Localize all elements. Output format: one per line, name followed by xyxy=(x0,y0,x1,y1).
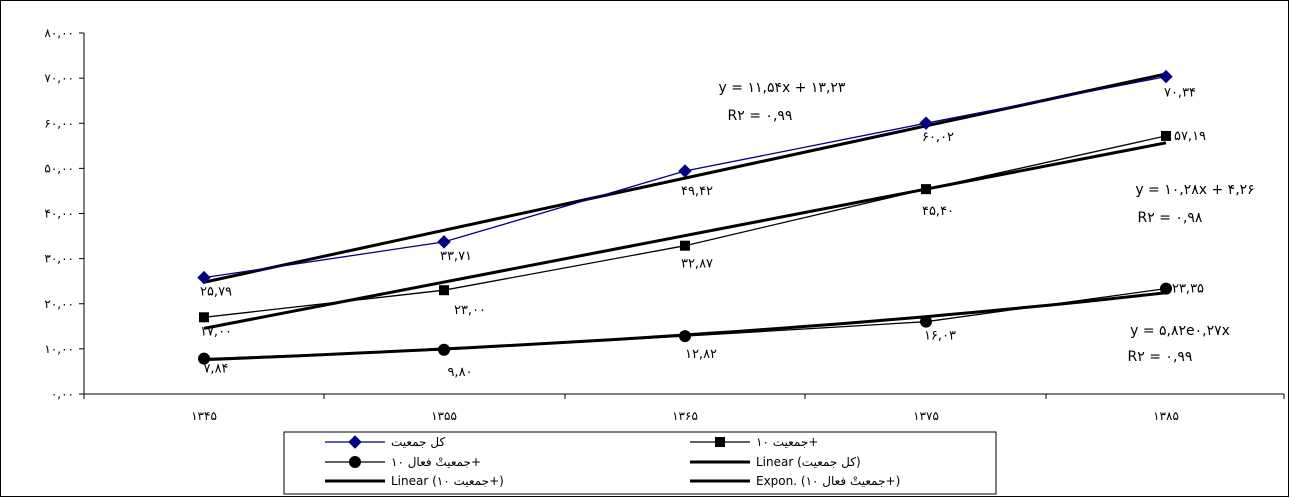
legend-label: کل جمعیت xyxy=(391,435,445,449)
y-tick-label: ۵۰,۰۰ xyxy=(44,161,74,175)
x-tick-label: ۱۳۶۵ xyxy=(672,409,698,423)
data-point-s0-3 xyxy=(919,116,933,130)
data-point-s2-1 xyxy=(438,343,450,356)
legend: کل جمعیت جمعیت ۱۰+ جمعیتْ فعال ۱۰+ Linear (… xyxy=(283,431,997,495)
data-point-s1-4 xyxy=(1161,130,1171,141)
data-point-s0-4 xyxy=(1159,69,1173,84)
x-tick-label: ۱۳۴۵ xyxy=(191,409,217,423)
trend-equation-1: y = ۱۰,۲۸x + ۴,۲۶ xyxy=(1135,182,1254,198)
data-label: ۳۳,۷۱ xyxy=(440,249,472,264)
legend-label: Linear (جمعیت ۱۰+) xyxy=(391,474,504,488)
data-point-s1-3 xyxy=(921,184,931,195)
data-label: ۱۲,۸۲ xyxy=(685,347,717,362)
data-label: ۲۳,۰۰ xyxy=(454,303,486,318)
data-point-s2-3 xyxy=(920,315,932,328)
legend-label: جمعیت ۱۰+ xyxy=(756,435,818,449)
data-label: ۳۲,۸۷ xyxy=(681,257,713,272)
data-point-s1-1 xyxy=(439,285,449,296)
trend-equation-2: y = ۵,۸۲e۰,۲۷x xyxy=(1130,323,1230,339)
legend-marker-1 xyxy=(715,437,725,447)
y-tick-label: ۷۰,۰۰ xyxy=(44,71,74,85)
x-tick-label: ۱۳۸۵ xyxy=(1153,409,1179,423)
y-tick-label: ۸۰,۰۰ xyxy=(44,26,74,40)
data-label: ۱۶,۰۳ xyxy=(924,329,956,344)
trendline-0 xyxy=(203,72,1167,284)
data-point-s1-2 xyxy=(680,240,690,251)
data-point-s1-0 xyxy=(199,312,209,323)
legend-label: Linear (کل جمعیت) xyxy=(756,455,861,469)
x-tick-label: ۱۳۷۵ xyxy=(913,409,939,423)
data-label: ۲۵,۷۹ xyxy=(200,285,232,300)
legend-box xyxy=(283,431,997,495)
trend-equation-0: y = ۱۱,۵۴x + ۱۳,۲۳ xyxy=(719,80,846,96)
y-tick-label: ۰,۰۰ xyxy=(51,387,74,401)
legend-label: Expon. (جمعیتْ فعال ۱۰+) xyxy=(756,474,900,488)
data-point-s0-0 xyxy=(197,270,211,285)
data-point-s2-2 xyxy=(679,330,691,343)
data-label: ۷۰,۳۴ xyxy=(1164,86,1196,101)
y-tick-label: ۱۰,۰۰ xyxy=(44,342,74,356)
series-line-1 xyxy=(203,135,1167,318)
legend-marker-2 xyxy=(349,456,361,468)
y-tick-label: ۲۰,۰۰ xyxy=(44,297,74,311)
data-label: ۶۰,۰۲ xyxy=(922,130,954,145)
y-tick-label: ۶۰,۰۰ xyxy=(44,116,74,130)
trend-r2-0: R۲ = ۰,۹۹ xyxy=(728,108,793,124)
x-tick-label: ۱۳۵۵ xyxy=(431,409,457,423)
y-tick-label: ۴۰,۰۰ xyxy=(44,207,74,221)
data-label: ۲۳,۳۵ xyxy=(1172,282,1204,297)
trendline-1 xyxy=(203,141,1167,330)
data-point-s0-1 xyxy=(437,235,451,249)
y-tick-label: ۳۰,۰۰ xyxy=(44,252,74,266)
data-label: ۴۵,۴۰ xyxy=(922,204,954,219)
data-point-s2-0 xyxy=(198,352,210,365)
data-label: ۹,۸۰ xyxy=(447,365,472,380)
data-label: ۵۷,۱۹ xyxy=(1174,129,1206,144)
data-label: ۴۹,۴۲ xyxy=(681,184,713,199)
data-point-s0-2 xyxy=(678,164,692,178)
data-label: ۷,۸۴ xyxy=(203,362,228,377)
trend-r2-2: R۲ = ۰,۹۹ xyxy=(1128,349,1193,365)
legend-marker-0 xyxy=(348,435,362,449)
data-label: ۱۷,۰۰ xyxy=(200,324,232,339)
legend-label: جمعیتْ فعال ۱۰+ xyxy=(391,455,481,469)
data-point-s2-4 xyxy=(1160,282,1172,295)
trend-r2-1: R۲ = ۰,۹۸ xyxy=(1138,210,1203,226)
